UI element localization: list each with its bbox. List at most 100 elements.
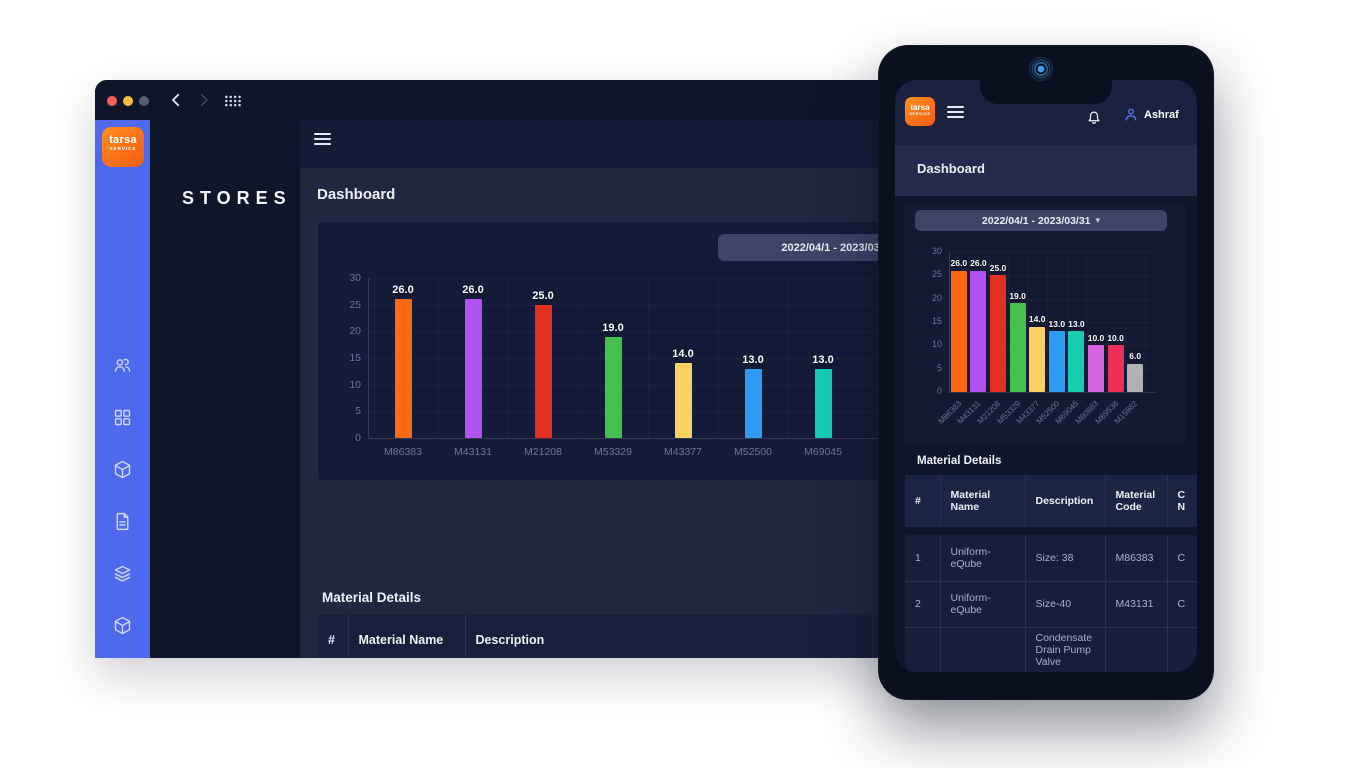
bar-M80883[interactable] bbox=[1088, 345, 1104, 392]
bar-value-label: 10.0 bbox=[1107, 332, 1124, 343]
y-axis-tick-label: 10 bbox=[931, 339, 942, 350]
bar-M69045[interactable] bbox=[1068, 331, 1085, 392]
y-axis-tick-label: 20 bbox=[349, 325, 361, 338]
bar-M15982[interactable] bbox=[1127, 363, 1144, 392]
y-axis-tick-label: 25 bbox=[349, 298, 361, 311]
bar-M52500[interactable] bbox=[1048, 331, 1065, 392]
package-icon[interactable] bbox=[112, 615, 133, 636]
bar-M86383[interactable] bbox=[394, 299, 412, 438]
bar-M53329[interactable] bbox=[1009, 303, 1026, 392]
table-header-row: # Material Name Description Material Code C … bbox=[905, 475, 1197, 527]
page-title: Dashboard bbox=[917, 161, 985, 176]
bar-value-label: 14.0 bbox=[1028, 314, 1046, 325]
table-cell: Condensate Drain Pump Valve bbox=[1024, 627, 1105, 672]
materials-bar-chart: 0 5 10 15 20 25 30 26.0 M86383 26.0 M43131 25.0 M212… bbox=[905, 203, 1186, 445]
phone-screen: tarsa SERVICE Ashraf Dashboard 2022/04/1… bbox=[895, 80, 1197, 672]
menu-toggle-icon[interactable] bbox=[314, 133, 331, 145]
y-axis-line bbox=[368, 278, 369, 438]
table-header: # Material Name Description Material Code C … bbox=[905, 475, 1197, 527]
x-axis-category-label: M43131 bbox=[454, 446, 492, 458]
table-row[interactable]: 2 Uniform-eQube Size-40 M43131 C bbox=[905, 581, 1197, 627]
x-axis-category-label: M21208 bbox=[524, 446, 562, 458]
bar-M43131[interactable] bbox=[464, 299, 482, 438]
brand-logo-text: tarsa bbox=[109, 134, 137, 146]
layers-icon[interactable] bbox=[112, 563, 133, 584]
grid-line bbox=[1145, 252, 1146, 392]
mobile-page-title-band: Dashboard bbox=[895, 145, 1197, 196]
brand-logo[interactable]: tarsa SERVICE bbox=[102, 127, 144, 167]
back-icon[interactable] bbox=[167, 91, 185, 109]
user-avatar-icon[interactable] bbox=[1123, 106, 1139, 123]
users-icon[interactable] bbox=[112, 355, 133, 376]
user-name[interactable]: Ashraf bbox=[1144, 109, 1179, 121]
column-header: Description bbox=[1024, 475, 1105, 527]
bar-M21208[interactable] bbox=[990, 275, 1006, 392]
table-title: Material Details bbox=[917, 455, 1002, 467]
bar-M21208[interactable] bbox=[534, 304, 552, 438]
grid-line bbox=[508, 278, 509, 438]
bar-value-label: 25.0 bbox=[989, 262, 1007, 273]
app-title: STORES bbox=[182, 188, 292, 208]
menu-toggle-icon[interactable] bbox=[947, 106, 964, 118]
y-axis-tick-label: 15 bbox=[349, 352, 361, 364]
y-axis-tick-label: 10 bbox=[349, 378, 361, 391]
table-header: # Material Name Description bbox=[318, 615, 988, 658]
table-cell: 1 bbox=[915, 551, 921, 564]
bar-value-label: 26.0 bbox=[950, 258, 968, 269]
bar-value-label: 13.0 bbox=[1048, 318, 1066, 329]
close-button[interactable] bbox=[107, 96, 117, 106]
y-axis-tick-label: 25 bbox=[931, 269, 942, 280]
table-cell bbox=[1104, 627, 1167, 672]
bar-M43377[interactable] bbox=[674, 363, 692, 438]
bar-M86383[interactable] bbox=[950, 270, 967, 392]
minimize-button[interactable] bbox=[123, 96, 133, 106]
app-grid-icon[interactable] bbox=[223, 91, 243, 111]
column-header: Material Name bbox=[347, 615, 465, 658]
bar-M52500[interactable] bbox=[744, 368, 762, 438]
forward-icon[interactable] bbox=[195, 91, 213, 109]
caret-down-icon: ▾ bbox=[1095, 215, 1101, 225]
bar-M43377[interactable] bbox=[1029, 326, 1046, 392]
table-cell: M43131 bbox=[1104, 581, 1167, 627]
table-row[interactable]: Condensate Drain Pump Valve bbox=[905, 627, 1197, 672]
mobile-header: tarsa SERVICE Ashraf bbox=[895, 80, 1197, 145]
grid-line bbox=[949, 251, 1155, 253]
y-axis-tick-label: 0 bbox=[936, 386, 942, 396]
bar-M89536[interactable] bbox=[1107, 345, 1124, 392]
grid-line bbox=[1106, 252, 1107, 392]
package-icon[interactable] bbox=[112, 459, 133, 480]
date-range-selector[interactable]: 2022/04/1 - 2023/03/31 ▾ bbox=[915, 210, 1167, 231]
y-axis-tick-label: 5 bbox=[936, 362, 942, 373]
grid-line bbox=[368, 278, 968, 279]
bar-M43131[interactable] bbox=[970, 270, 987, 392]
table-row[interactable]: 1 Uniform-eQube Size: 38 M86383 C bbox=[905, 535, 1197, 581]
bar-M69045[interactable] bbox=[814, 368, 832, 438]
phone-camera-icon bbox=[1028, 56, 1054, 82]
grid-line bbox=[949, 321, 1155, 323]
notifications-bell-icon[interactable] bbox=[1085, 107, 1103, 127]
table-cell: Size: 38 bbox=[1024, 535, 1105, 581]
grid-line bbox=[368, 358, 968, 359]
bar-value-label: 19.0 bbox=[1009, 290, 1026, 301]
bar-value-label: 14.0 bbox=[672, 348, 694, 361]
grid-line bbox=[718, 278, 719, 438]
y-axis-tick-label: 5 bbox=[355, 405, 361, 418]
bar-value-label: 26.0 bbox=[462, 284, 484, 297]
y-axis-tick-label: 20 bbox=[931, 292, 942, 303]
table-cell bbox=[1166, 627, 1197, 672]
y-axis-tick-label: 15 bbox=[931, 315, 942, 326]
bar-M53329[interactable] bbox=[604, 336, 622, 438]
brand-logo[interactable]: tarsa SERVICE bbox=[905, 97, 935, 126]
dashboard-grid-icon[interactable] bbox=[112, 407, 133, 428]
table-cell: C bbox=[1166, 535, 1197, 581]
table-title: Material Details bbox=[322, 590, 422, 605]
grid-line bbox=[858, 278, 859, 438]
document-icon[interactable] bbox=[112, 511, 133, 532]
phone-notch bbox=[980, 80, 1112, 104]
grid-line bbox=[1008, 252, 1009, 392]
x-axis-category-label: M69045 bbox=[804, 446, 842, 458]
maximize-button[interactable] bbox=[139, 96, 149, 106]
x-axis-category-label: M86383 bbox=[384, 446, 422, 458]
bar-value-label: 19.0 bbox=[602, 321, 624, 334]
